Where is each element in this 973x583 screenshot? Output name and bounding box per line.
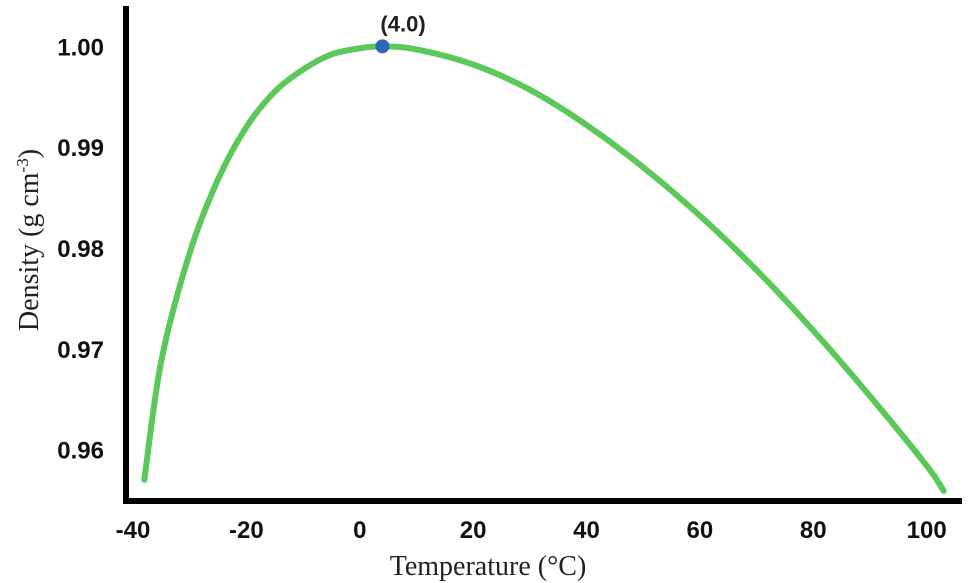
x-tick-label: 20 bbox=[460, 517, 487, 544]
series-layer bbox=[141, 43, 947, 494]
y-axis-title-sup: -3 bbox=[13, 158, 32, 172]
y-tick-label: 0.97 bbox=[57, 337, 104, 364]
highlight-layer: (4.0) bbox=[375, 11, 426, 54]
y-tick-labels: 1.00 0.99 0.98 0.97 0.96 bbox=[57, 34, 104, 464]
x-tick-label: 100 bbox=[907, 517, 947, 544]
y-tick-label: 0.96 bbox=[57, 438, 104, 465]
x-tick-label: -40 bbox=[116, 517, 151, 544]
max-density-point bbox=[375, 39, 390, 54]
x-tick-label: 40 bbox=[573, 517, 600, 544]
x-tick-labels: -40 -20 0 20 40 60 80 100 bbox=[116, 517, 947, 544]
y-tick-label: 1.00 bbox=[57, 34, 104, 61]
y-axis-title-close: ) bbox=[14, 149, 45, 158]
x-axis-title: Temperature (°C) bbox=[390, 551, 587, 582]
y-axis-title-main: Density (g cm bbox=[14, 172, 45, 331]
density-curve-line bbox=[141, 43, 947, 494]
x-tick-label: -20 bbox=[229, 517, 264, 544]
x-tick-label: 0 bbox=[353, 517, 366, 544]
x-tick-label: 80 bbox=[800, 517, 827, 544]
x-tick-label: 60 bbox=[687, 517, 714, 544]
y-tick-label: 0.98 bbox=[57, 236, 104, 263]
max-density-point-label: (4.0) bbox=[380, 11, 425, 36]
y-axis-title: Density (g cm-3) bbox=[13, 149, 45, 331]
y-tick-label: 0.99 bbox=[57, 135, 104, 162]
